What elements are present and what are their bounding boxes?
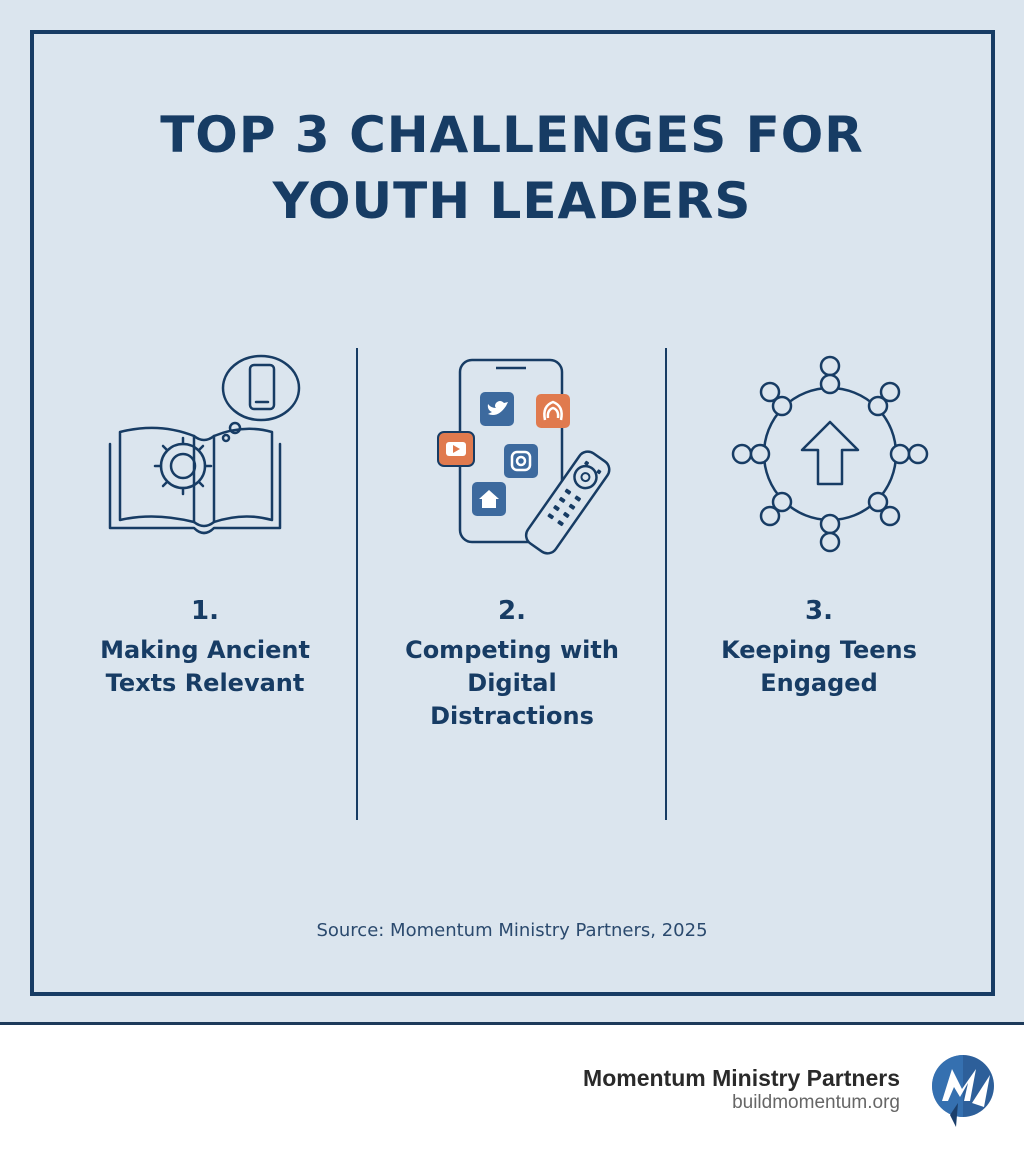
title-line-1: TOP 3 CHALLENGES FOR <box>160 106 864 164</box>
challenge-number-1: 1. <box>191 596 219 626</box>
challenge-number-3: 3. <box>805 596 833 626</box>
momentum-m-logo-icon <box>932 1055 994 1127</box>
brand-name: Momentum Ministry Partners <box>583 1065 900 1091</box>
column-divider-1 <box>356 348 358 820</box>
infographic-frame <box>30 30 995 996</box>
challenge-number-2: 2. <box>498 596 526 626</box>
challenge-label-2: Competing with Digital Distractions <box>405 636 619 730</box>
footer-divider <box>0 1022 1024 1025</box>
challenge-item-1: 1. Making Ancient Texts Relevant <box>60 596 350 700</box>
source-note: Source: Momentum Ministry Partners, 2025 <box>316 920 708 941</box>
challenge-label-3: Keeping Teens Engaged <box>721 636 917 697</box>
brand-url[interactable]: buildmomentum.org <box>732 1092 900 1113</box>
people-circle-arrow-up-icon <box>731 355 929 553</box>
title-line-2: YOUTH LEADERS <box>272 172 752 230</box>
challenge-label-1: Making Ancient Texts Relevant <box>100 636 310 697</box>
column-divider-2 <box>665 348 667 820</box>
challenge-item-2: 2. Competing with Digital Distractions <box>367 596 657 733</box>
challenge-item-3: 3. Keeping Teens Engaged <box>674 596 964 700</box>
phone-social-apps-remote-icon <box>437 358 611 555</box>
book-gear-phone-icon <box>108 354 301 535</box>
infographic-title: TOP 3 CHALLENGES FOR YOUTH LEADERS <box>0 102 1024 234</box>
footer-brand: Momentum Ministry Partners buildmomentum… <box>583 1064 900 1114</box>
footer-bar <box>0 1025 1024 1154</box>
